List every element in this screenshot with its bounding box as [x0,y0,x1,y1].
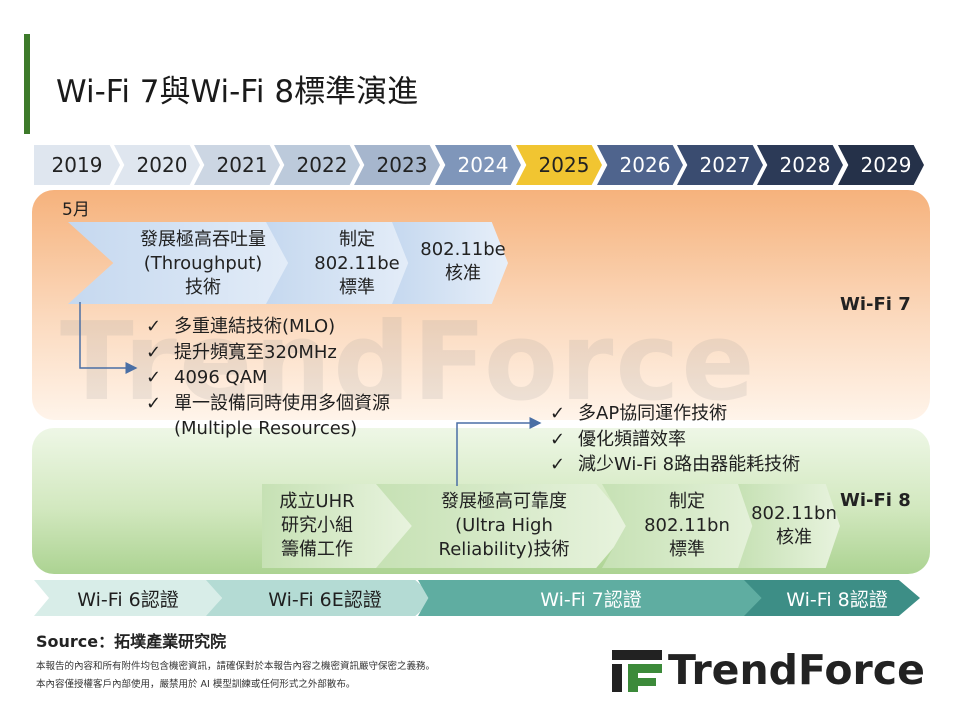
wifi8-stage-define-line-1: 制定 [669,491,705,512]
cert-wifi7: Wi-Fi 7認證 [418,580,764,616]
wifi7-feature-text: 單一設備同時使用多個資源 [174,392,390,414]
wifi8-stage-define-standard-text: 制定 802.11bn 標準 [630,490,744,562]
year-timeline: 2019 2020 2021 2022 2023 2024 2025 2026 … [34,145,924,185]
wifi7-feature-item: ✓ 單一設備同時使用多個資源 [146,391,390,417]
year-2029: 2029 [838,145,924,185]
wifi8-stage-approval-line-2: 核准 [776,527,812,548]
year-2019: 2019 [34,145,120,185]
wifi8-stage-reliability [376,484,632,568]
year-2026: 2026 [597,145,683,185]
wifi8-feature-text: 減少Wi-Fi 8路由器能耗技術 [578,454,801,475]
cert-wifi8: Wi-Fi 8認證 [744,580,920,616]
wifi7-feature-item: ✓ 多重連結技術(MLO) [146,314,390,340]
wifi7-feature-item: ✓ 4096 QAM [146,365,390,391]
wifi7-feature-list: ✓ 多重連結技術(MLO) ✓ 提升頻寬至320MHz ✓ 4096 QAM ✓ 單一設… [146,314,390,442]
wifi7-stage-throughput-line-3: 技術 [185,277,221,298]
wifi8-stage-define-line-3: 標準 [669,539,705,560]
page-title: Wi-Fi 7與Wi-Fi 8標準演進 [56,74,419,110]
wifi8-stage-approval [738,484,840,568]
title-accent-bar [24,34,30,134]
trendforce-watermark: TrendForce [60,300,757,425]
wifi8-feature-item: ✓ 優化頻譜效率 [550,427,800,453]
wifi8-feature-item: ✓ 減少Wi-Fi 8路由器能耗技術 [550,452,800,478]
year-2025: 2025 [516,145,602,185]
year-2020: 2020 [114,145,200,185]
wifi8-stage-uhr-group-text: 成立UHR 研究小組 籌備工作 [262,490,372,562]
check-icon: ✓ [550,403,566,424]
check-icon: ✓ [550,428,566,450]
check-icon: ✓ [146,367,162,388]
wifi7-feature-text: 多重連結技術(MLO) [174,316,336,337]
trendforce-logo-text: TrendForce [668,646,925,694]
wifi8-stage-uhr-group [262,484,412,568]
wifi8-feature-list: ✓ 多AP協同運作技術 ✓ 優化頻譜效率 ✓ 減少Wi-Fi 8路由器能耗技術 [550,401,800,478]
trendforce-logo-icon [612,650,662,692]
wifi7-stage-define-line-2: 802.11be [314,253,400,274]
wifi8-stage-uhr-line-3: 籌備工作 [281,539,353,560]
wifi8-stage-reliability-line-2: (Ultra High [455,515,553,536]
year-2024: 2024 [435,145,521,185]
wifi7-stage-approval-line-2: 核准 [445,263,481,284]
wifi7-stage-throughput-line-2: (Throughput) [143,253,263,274]
cert-wifi6: Wi-Fi 6認證 [34,580,222,616]
check-icon: ✓ [550,454,566,475]
wifi7-stage-approval-line-1: 802.11be [420,239,506,260]
wifi7-feature-text: 提升頻寬至320MHz [174,341,337,363]
wifi7-feature-continuation: (Multiple Resources) [174,418,358,439]
wifi7-stage-throughput-text: 發展極高吞吐量 (Throughput) 技術 [100,228,306,300]
wifi8-stage-uhr-line-1: 成立UHR [279,491,355,512]
wifi8-label: Wi-Fi 8 [840,490,911,511]
wifi7-stage-throughput-line-1: 發展極高吞吐量 [140,229,266,250]
year-2022: 2022 [274,145,360,185]
wifi7-stage-approval [392,222,508,304]
wifi7-start-month: 5月 [62,200,90,220]
wifi7-label: Wi-Fi 7 [840,294,911,315]
wifi7-stage-approval-text: 802.11be 核准 [410,238,516,286]
wifi8-stage-define-line-2: 802.11bn [644,515,730,536]
wifi7-feature-text: 4096 QAM [174,367,268,388]
year-2028: 2028 [757,145,843,185]
wifi7-stage-define-standard-text: 制定 802.11be 標準 [300,228,414,300]
check-icon: ✓ [146,316,162,337]
check-icon: ✓ [146,341,162,363]
wifi8-stage-reliability-line-1: 發展極高可靠度 [441,491,567,512]
wifi7-feature-item: ✓ 提升頻寬至320MHz [146,340,390,366]
wifi8-stage-approval-text: 802.11bn 核准 [742,502,846,550]
wifi8-feature-text: 多AP協同運作技術 [578,403,728,424]
wifi8-stage-uhr-line-2: 研究小組 [281,515,353,536]
source-note: Source：拓墣產業研究院 [36,632,227,651]
year-2021: 2021 [194,145,280,185]
wifi7-stage-define-line-1: 制定 [339,229,375,250]
disclaimer-line-1: 本報告的內容和所有附件均包含機密資訊，請確保對於本報告內容之機密資訊嚴守保密之義… [36,661,436,672]
disclaimer-line-2: 本內容僅授權客戶內部使用，嚴禁用於 AI 模型訓練或任何形式之外部散布。 [36,679,356,690]
wifi7-stage-define-line-3: 標準 [339,277,375,298]
wifi8-feature-text: 優化頻譜效率 [578,428,686,450]
wifi8-stage-reliability-text: 發展極高可靠度 (Ultra High Reliability)技術 [404,490,604,562]
wifi8-stage-approval-line-1: 802.11bn [751,503,837,524]
cert-wifi6e: Wi-Fi 6E認證 [206,580,436,616]
wifi8-stage-reliability-line-3: Reliability)技術 [438,539,570,560]
wifi8-feature-item: ✓ 多AP協同運作技術 [550,401,800,427]
check-icon: ✓ [146,392,162,414]
year-2027: 2027 [677,145,763,185]
year-2023: 2023 [354,145,440,185]
